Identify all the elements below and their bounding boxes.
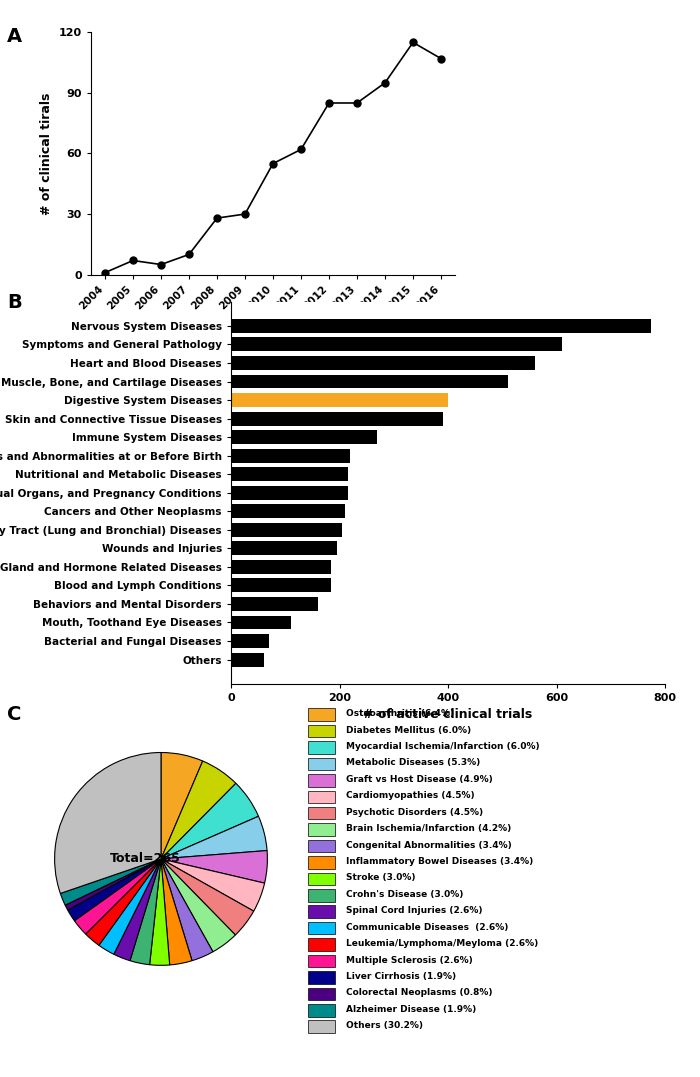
Text: B: B <box>7 293 22 312</box>
Text: Cardiomyopathies (4.5%): Cardiomyopathies (4.5%) <box>346 792 475 800</box>
Bar <box>308 709 335 721</box>
Text: Multiple Sclerosis (2.6%): Multiple Sclerosis (2.6%) <box>346 955 473 965</box>
Y-axis label: # of clinical tirals: # of clinical tirals <box>41 93 53 214</box>
Bar <box>308 840 335 852</box>
Bar <box>308 823 335 836</box>
Text: Total=265: Total=265 <box>110 852 181 866</box>
Wedge shape <box>161 859 213 961</box>
Bar <box>231 542 337 556</box>
Wedge shape <box>161 859 192 965</box>
Text: Leukemia/Lymphoma/Meyloma (2.6%): Leukemia/Lymphoma/Meyloma (2.6%) <box>346 939 539 948</box>
Bar <box>308 938 335 951</box>
Bar <box>231 522 342 536</box>
Wedge shape <box>161 851 267 883</box>
Wedge shape <box>65 859 161 910</box>
Text: Liver Cirrhosis (1.9%): Liver Cirrhosis (1.9%) <box>346 971 456 981</box>
Wedge shape <box>60 859 161 905</box>
Bar <box>308 807 335 820</box>
Bar <box>308 856 335 869</box>
Bar <box>308 757 335 770</box>
Text: Spinal Cord Injuries (2.6%): Spinal Cord Injuries (2.6%) <box>346 906 483 915</box>
Bar <box>308 774 335 786</box>
Bar <box>231 597 318 611</box>
Bar <box>231 411 442 425</box>
Wedge shape <box>85 859 161 946</box>
Wedge shape <box>161 859 253 935</box>
Text: Stroke (3.0%): Stroke (3.0%) <box>346 873 416 882</box>
Bar <box>231 634 269 648</box>
Bar <box>231 319 652 333</box>
Wedge shape <box>161 859 265 911</box>
Wedge shape <box>150 859 169 965</box>
Bar <box>231 504 345 518</box>
Wedge shape <box>161 753 203 859</box>
Bar <box>308 1020 335 1033</box>
Wedge shape <box>55 753 161 894</box>
Text: Colorectal Neoplasms (0.8%): Colorectal Neoplasms (0.8%) <box>346 989 493 997</box>
Bar <box>231 430 377 444</box>
Bar <box>231 486 348 500</box>
Bar <box>308 954 335 967</box>
Wedge shape <box>161 816 267 859</box>
Bar <box>231 560 331 574</box>
Text: Psychotic Disorders (4.5%): Psychotic Disorders (4.5%) <box>346 808 484 816</box>
Bar <box>231 337 562 351</box>
Text: Graft vs Host Disease (4.9%): Graft vs Host Disease (4.9%) <box>346 774 494 784</box>
Text: Diabetes Mellitus (6.0%): Diabetes Mellitus (6.0%) <box>346 726 472 735</box>
Wedge shape <box>68 859 161 921</box>
Bar <box>231 616 290 629</box>
Bar <box>308 988 335 1001</box>
Bar <box>308 906 335 918</box>
Bar <box>308 872 335 885</box>
Wedge shape <box>161 859 235 952</box>
Bar <box>308 889 335 901</box>
Bar <box>308 725 335 738</box>
Text: Congenital Abnormalities (3.4%): Congenital Abnormalities (3.4%) <box>346 840 512 850</box>
Text: Myocardial Ischemia/Infarction (6.0%): Myocardial Ischemia/Infarction (6.0%) <box>346 742 540 751</box>
Bar <box>231 467 348 481</box>
Bar <box>308 791 335 803</box>
Bar <box>231 393 448 407</box>
Text: A: A <box>7 27 22 46</box>
Bar <box>231 449 351 463</box>
Text: Metabolic Diseases (5.3%): Metabolic Diseases (5.3%) <box>346 758 481 768</box>
Wedge shape <box>99 859 161 954</box>
Text: Communicable Diseases  (2.6%): Communicable Diseases (2.6%) <box>346 923 509 932</box>
Wedge shape <box>130 859 161 965</box>
Wedge shape <box>161 761 236 859</box>
Bar <box>231 653 263 667</box>
Bar <box>231 356 535 369</box>
Text: Inflammatory Bowel Diseases (3.4%): Inflammatory Bowel Diseases (3.4%) <box>346 857 533 866</box>
Bar <box>308 741 335 754</box>
Bar <box>308 1004 335 1017</box>
Text: Alzheimer Disease (1.9%): Alzheimer Disease (1.9%) <box>346 1005 477 1013</box>
Text: C: C <box>7 705 22 725</box>
Bar <box>308 971 335 983</box>
Wedge shape <box>161 783 258 859</box>
Text: Crohn's Disease (3.0%): Crohn's Disease (3.0%) <box>346 890 464 899</box>
Bar <box>231 578 331 592</box>
Bar <box>231 375 508 389</box>
X-axis label: # of active clinical trials: # of active clinical trials <box>363 709 533 722</box>
Wedge shape <box>74 859 161 934</box>
Bar <box>308 922 335 935</box>
Text: Brain Ischemia/Infarction (4.2%): Brain Ischemia/Infarction (4.2%) <box>346 824 512 834</box>
Text: Osteoarthritis (6.4%): Osteoarthritis (6.4%) <box>346 709 454 718</box>
Wedge shape <box>114 859 161 961</box>
Text: Others (30.2%): Others (30.2%) <box>346 1021 424 1031</box>
